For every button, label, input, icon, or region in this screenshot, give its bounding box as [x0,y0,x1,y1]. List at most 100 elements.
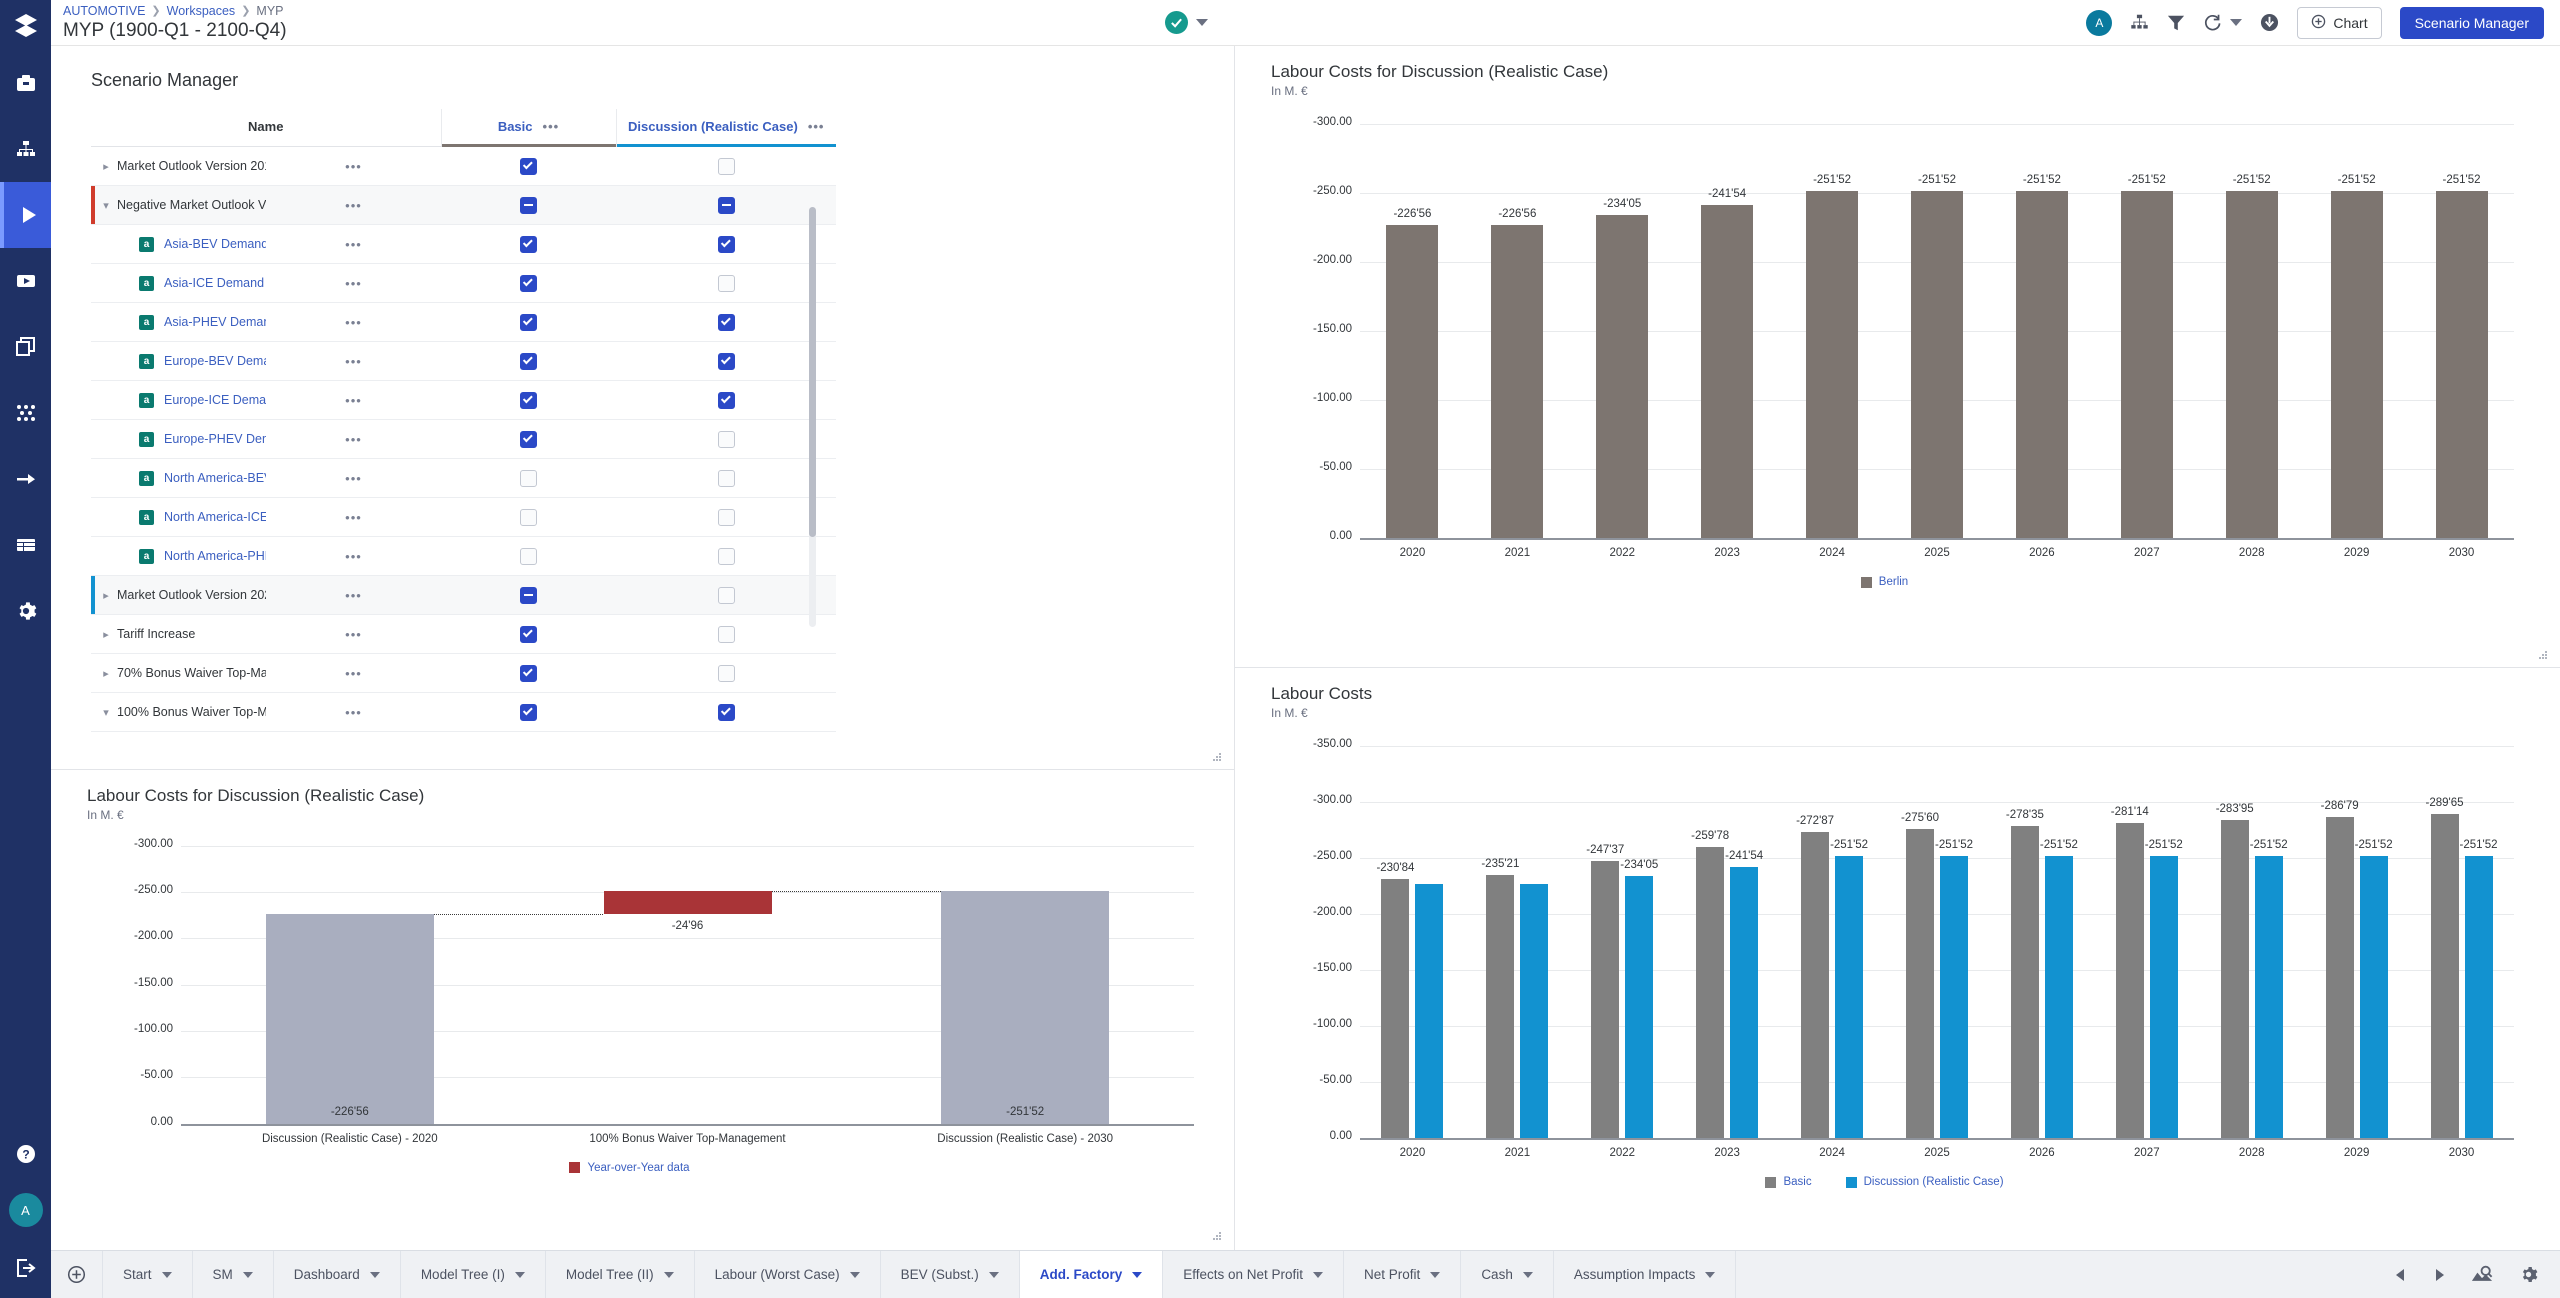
sidebar-item-copy[interactable] [0,314,51,380]
checkbox-unchecked[interactable] [717,469,735,487]
checkbox-unchecked[interactable] [717,547,735,565]
ellipsis-icon[interactable]: ••• [345,509,362,525]
tab-model-tree-i[interactable]: Model Tree (I) [401,1251,546,1298]
ellipsis-icon[interactable]: ••• [345,548,362,564]
sidebar-item-video[interactable] [0,248,51,314]
ellipsis-icon[interactable]: ••• [345,392,362,408]
row-twisty-icon[interactable]: ▸ [103,628,109,641]
checkbox-checked[interactable] [520,664,537,682]
chevron-down-icon[interactable] [369,1271,380,1278]
breadcrumb-automotive[interactable]: AUTOMOTIVE [63,3,146,18]
tab-bev-subst[interactable]: BEV (Subst.) [881,1251,1020,1298]
row-label[interactable]: Asia-BEV Demand Prediction [164,237,266,251]
checkbox-unchecked[interactable] [717,274,735,292]
filter-icon[interactable] [2167,14,2185,32]
add-chart-button[interactable]: Chart [2297,6,2382,39]
checkbox-checked[interactable] [717,391,735,409]
table-row[interactable]: a North America-BEV Demand Predictio ••• [91,458,836,498]
row-label[interactable]: Asia-PHEV Demand Prediction [164,315,266,329]
table-row[interactable]: a North America-ICE Demand Prediction ••• [91,497,836,537]
ellipsis-icon[interactable]: ••• [345,665,362,681]
status-dropdown-caret-down-icon[interactable] [1195,19,1208,26]
chevron-down-icon[interactable] [1313,1271,1324,1278]
sidebar-item-settings[interactable] [0,578,51,644]
table-row[interactable]: a Europe-PHEV Demand Prediction ••• [91,419,836,459]
legend-entry[interactable]: Basic [1765,1176,1812,1188]
row-label[interactable]: Europe-BEV Demand Prediction [164,354,266,368]
ellipsis-icon[interactable]: ••• [345,236,362,252]
refresh-dropdown-caret-down-icon[interactable] [2230,19,2243,26]
checkbox-unchecked[interactable] [520,508,537,526]
legend-entry[interactable]: Discussion (Realistic Case) [1845,1176,2004,1188]
row-twisty-icon[interactable]: ▸ [103,667,109,680]
row-twisty-icon[interactable]: ▸ [103,589,109,602]
tab-effects-on-net-profit[interactable]: Effects on Net Profit [1163,1251,1345,1298]
table-row[interactable]: a Europe-BEV Demand Prediction ••• [91,341,836,381]
chevron-down-icon[interactable] [1522,1271,1533,1278]
checkbox-checked[interactable] [520,625,537,643]
ellipsis-icon[interactable]: ••• [345,353,362,369]
table-row[interactable]: a Asia-BEV Demand Prediction ••• [91,224,836,264]
ellipsis-icon[interactable]: ••• [345,587,362,603]
checkbox-checked[interactable] [520,235,537,253]
checkbox-checked[interactable] [717,352,735,370]
sidebar-item-briefcase[interactable] [0,50,51,116]
chevron-down-icon[interactable] [663,1271,674,1278]
table-row[interactable]: a Europe-ICE Demand Prediction ••• [91,380,836,420]
column-header-basic[interactable]: Basic ••• [440,109,617,147]
refresh-icon[interactable] [2203,13,2222,32]
panel-resize-grip[interactable] [1212,1230,1222,1240]
chevron-down-icon[interactable] [161,1271,172,1278]
table-row[interactable]: a Asia-PHEV Demand Prediction ••• [91,302,836,342]
add-tab-button[interactable] [51,1251,103,1298]
gear-icon[interactable] [2519,1265,2538,1284]
panel-resize-grip[interactable] [1212,751,1222,761]
checkbox-checked[interactable] [520,352,537,370]
checkbox-unchecked[interactable] [520,469,537,487]
checkbox-checked[interactable] [717,703,735,721]
app-logo-icon[interactable] [0,4,51,50]
ellipsis-icon[interactable]: ••• [345,470,362,486]
checkbox-unchecked[interactable] [717,625,735,643]
download-icon[interactable] [2260,13,2279,32]
ellipsis-icon[interactable]: ••• [345,314,362,330]
tab-model-tree-ii[interactable]: Model Tree (II) [546,1251,695,1298]
arrow-right-icon[interactable] [2433,1268,2445,1282]
chevron-down-icon[interactable] [849,1271,860,1278]
table-row[interactable]: ▸ Market Outlook Version 2020-05 ••• [91,575,836,615]
checkbox-unchecked[interactable] [717,430,735,448]
search-image-icon[interactable] [2471,1265,2493,1284]
scrollbar-thumb[interactable] [809,207,816,537]
row-twisty-icon[interactable]: ▾ [103,199,109,212]
table-row[interactable]: ▸ 70% Bonus Waiver Top-Management ••• [91,653,836,693]
legend-entry[interactable]: Berlin [1860,576,1908,588]
checkbox-checked[interactable] [520,313,537,331]
logout-icon[interactable] [0,1238,51,1298]
breadcrumb-workspaces[interactable]: Workspaces [166,3,236,18]
panel-resize-grip[interactable] [2538,649,2548,659]
checkbox-checked[interactable] [520,274,537,292]
avatar[interactable]: A [0,1182,51,1238]
chevron-down-icon[interactable] [1705,1271,1716,1278]
checkbox-checked[interactable] [520,157,537,175]
checkbox-indeterminate[interactable] [717,196,735,214]
checkbox-checked[interactable] [520,430,537,448]
hierarchy-icon[interactable] [2130,13,2149,32]
ellipsis-icon[interactable]: ••• [345,158,362,174]
row-label[interactable]: North America-ICE Demand Prediction [164,510,266,524]
scenario-manager-button[interactable]: Scenario Manager [2399,6,2544,39]
ellipsis-icon[interactable]: ••• [345,626,362,642]
row-label[interactable]: Asia-ICE Demand Prediction [164,276,266,290]
table-row[interactable]: ▸ Tariff Increase ••• [91,614,836,654]
ellipsis-icon[interactable]: ••• [345,275,362,291]
help-icon[interactable]: ? [0,1126,51,1182]
tab-cash[interactable]: Cash [1461,1251,1554,1298]
checkbox-indeterminate[interactable] [520,196,537,214]
scenario-table-scrollbar[interactable] [809,207,816,627]
row-label[interactable]: Europe-ICE Demand Prediction [164,393,266,407]
checkbox-unchecked[interactable] [520,547,537,565]
checkbox-unchecked[interactable] [717,508,735,526]
checkbox-checked[interactable] [717,313,735,331]
checkbox-indeterminate[interactable] [520,586,537,604]
tab-add-factory[interactable]: Add. Factory [1019,1251,1164,1298]
